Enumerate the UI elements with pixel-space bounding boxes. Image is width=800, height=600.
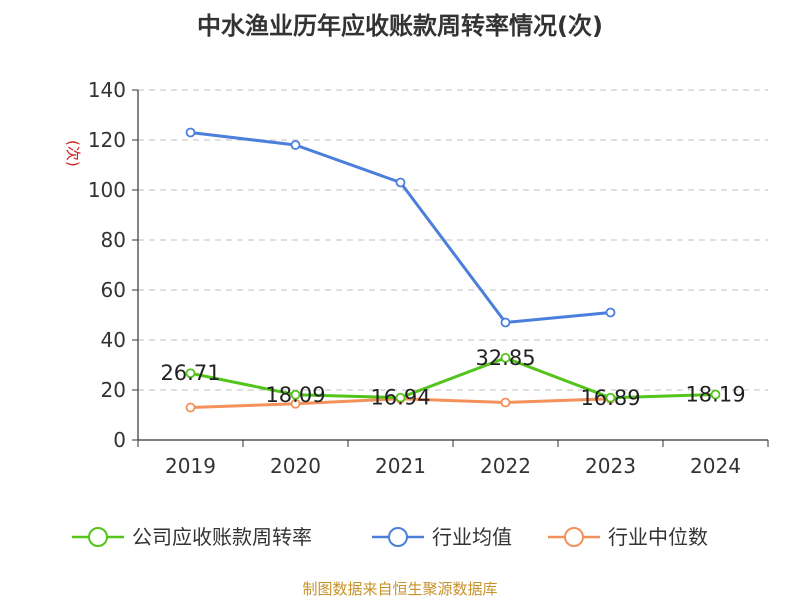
y-tick-label: 0 <box>113 428 126 452</box>
y-axis-ticks: 0 20 40 60 80 100 120 140 <box>88 78 138 452</box>
data-point <box>290 398 301 409</box>
x-tick-label: 2022 <box>480 454 531 478</box>
x-tick-label: 2019 <box>165 454 216 478</box>
data-label: 18.19 <box>685 383 745 407</box>
data-point <box>395 392 406 403</box>
y-tick-label: 100 <box>88 178 126 202</box>
data-point <box>500 317 511 328</box>
x-tick-label: 2020 <box>270 454 321 478</box>
x-tick-label: 2023 <box>585 454 636 478</box>
legend-entry: 行业均值 <box>432 525 512 549</box>
series-line-0 <box>190 356 716 400</box>
data-point <box>290 140 301 150</box>
data-point <box>290 389 301 400</box>
y-tick-label: 140 <box>88 78 126 102</box>
legend: 公司应收账款周转率 行业均值 行业中位数 <box>72 525 708 549</box>
data-labels: 26.71 18.09 16.94 32.85 16.89 18.19 <box>160 346 745 410</box>
data-point <box>605 392 616 403</box>
data-label: 32.85 <box>475 346 535 370</box>
data-point <box>395 177 406 188</box>
data-point <box>500 352 511 363</box>
data-label: 16.94 <box>370 386 430 410</box>
y-axis-label: (次) <box>64 140 82 167</box>
legend-marker <box>388 527 408 547</box>
legend-entry: 行业中位数 <box>608 525 708 549</box>
y-tick-label: 60 <box>101 278 126 302</box>
data-point <box>185 402 196 413</box>
y-tick-label: 40 <box>101 328 126 352</box>
data-source-note: 制图数据来自恒生聚源数据库 <box>302 580 498 598</box>
data-point <box>185 368 196 379</box>
axes <box>137 90 768 441</box>
y-tick-label: 20 <box>101 378 126 402</box>
data-point <box>185 127 196 138</box>
legend-marker <box>88 527 108 547</box>
grid-lines <box>138 89 768 391</box>
series-line-1 <box>190 131 611 324</box>
data-label: 18.09 <box>265 383 325 407</box>
y-tick-label: 120 <box>88 128 126 152</box>
data-point <box>605 307 616 318</box>
data-label: 16.89 <box>580 386 640 410</box>
legend-entry: 公司应收账款周转率 <box>132 525 312 549</box>
data-label: 26.71 <box>160 361 220 385</box>
x-tick-label: 2021 <box>375 454 426 478</box>
data-point <box>500 397 511 408</box>
x-axis-ticks: 2019 2020 2021 2022 2023 2024 <box>137 440 769 478</box>
data-point <box>710 389 721 400</box>
y-tick-label: 80 <box>101 228 126 252</box>
legend-marker <box>564 527 584 547</box>
chart-title: 中水渔业历年应收账款周转率情况(次) <box>197 12 603 40</box>
x-tick-label: 2024 <box>690 454 741 478</box>
series-layer <box>185 127 721 413</box>
